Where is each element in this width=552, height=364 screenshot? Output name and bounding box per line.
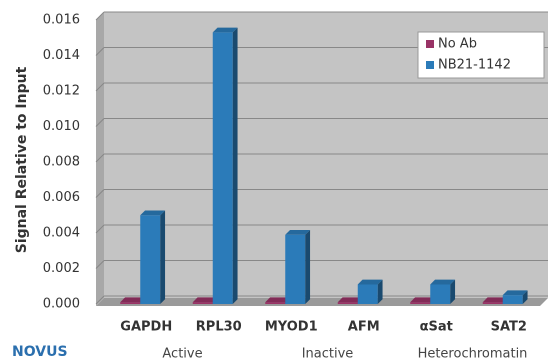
x-tick-label: αSat <box>420 320 453 335</box>
grid-line-side <box>95 189 105 198</box>
group-label: Inactive <box>302 347 354 362</box>
y-tick-label: 0.004 <box>43 226 80 241</box>
bar-front <box>337 302 358 304</box>
grid-line-side <box>95 82 105 92</box>
x-tick-label: MYOD1 <box>265 320 318 335</box>
x-tick-label: RPL30 <box>196 320 242 335</box>
grid-line-side <box>95 153 105 163</box>
y-tick-label: 0.016 <box>43 13 80 28</box>
bar-top <box>212 27 238 33</box>
grid-line-side <box>95 224 105 234</box>
bar-top <box>430 279 456 285</box>
bar-front <box>430 284 451 304</box>
bar-front <box>212 32 233 305</box>
legend-label: No Ab <box>438 37 477 52</box>
y-tick-label: 0.008 <box>43 155 80 170</box>
bar-top <box>120 297 146 303</box>
y-tick-label: 0.012 <box>43 84 80 99</box>
bar <box>430 279 456 304</box>
bar-side <box>160 210 166 304</box>
y-tick-label: 0.014 <box>43 48 80 63</box>
bar-front <box>357 284 378 304</box>
bar-top <box>502 290 528 296</box>
y-tick-label: 0.006 <box>43 190 80 205</box>
bar-side <box>450 279 456 304</box>
bar-side <box>305 229 311 304</box>
group-label: Heterochromatin <box>418 347 528 362</box>
bar-front <box>410 302 431 304</box>
grid-line-side <box>95 260 105 269</box>
bar-side <box>522 290 528 304</box>
bar <box>212 27 238 305</box>
legend-swatch <box>426 40 434 48</box>
y-tick-label: 0.002 <box>43 261 80 276</box>
y-tick-label: 0.010 <box>43 119 80 134</box>
bar-top <box>140 210 166 216</box>
bar-top <box>265 297 291 303</box>
bar-top <box>285 229 311 235</box>
bar-top <box>192 297 218 303</box>
logo: NOVUS <box>12 344 68 360</box>
bar-top <box>410 297 436 303</box>
y-tick-label: 0.000 <box>43 297 80 312</box>
bar-front <box>502 295 523 304</box>
group-label: Active <box>162 347 202 362</box>
grid-line-side <box>95 47 105 56</box>
grid-line-side <box>95 118 105 127</box>
bar-front <box>285 234 306 304</box>
legend-box <box>417 31 545 79</box>
bar-top <box>482 297 508 303</box>
bar-front <box>265 302 286 304</box>
bar-side <box>377 279 383 304</box>
bar <box>140 210 166 304</box>
x-tick-label: SAT2 <box>491 320 527 335</box>
bar-top <box>357 279 383 285</box>
bar <box>357 279 383 304</box>
bar-front <box>192 302 213 304</box>
bar-front <box>120 302 141 304</box>
legend-label: NB21-1142 <box>438 58 511 73</box>
bar-front <box>482 302 503 304</box>
bar-top <box>337 297 363 303</box>
bar-side <box>232 27 238 304</box>
bar <box>502 290 528 304</box>
grid-line-side <box>95 11 105 21</box>
legend-swatch <box>426 61 434 69</box>
bar <box>285 229 311 304</box>
grid-line-side <box>95 295 105 305</box>
x-tick-label: AFM <box>348 320 380 335</box>
bar-front <box>140 215 161 304</box>
x-tick-label: GAPDH <box>120 320 172 335</box>
y-axis-title: Signal Relative to Input <box>14 66 30 253</box>
